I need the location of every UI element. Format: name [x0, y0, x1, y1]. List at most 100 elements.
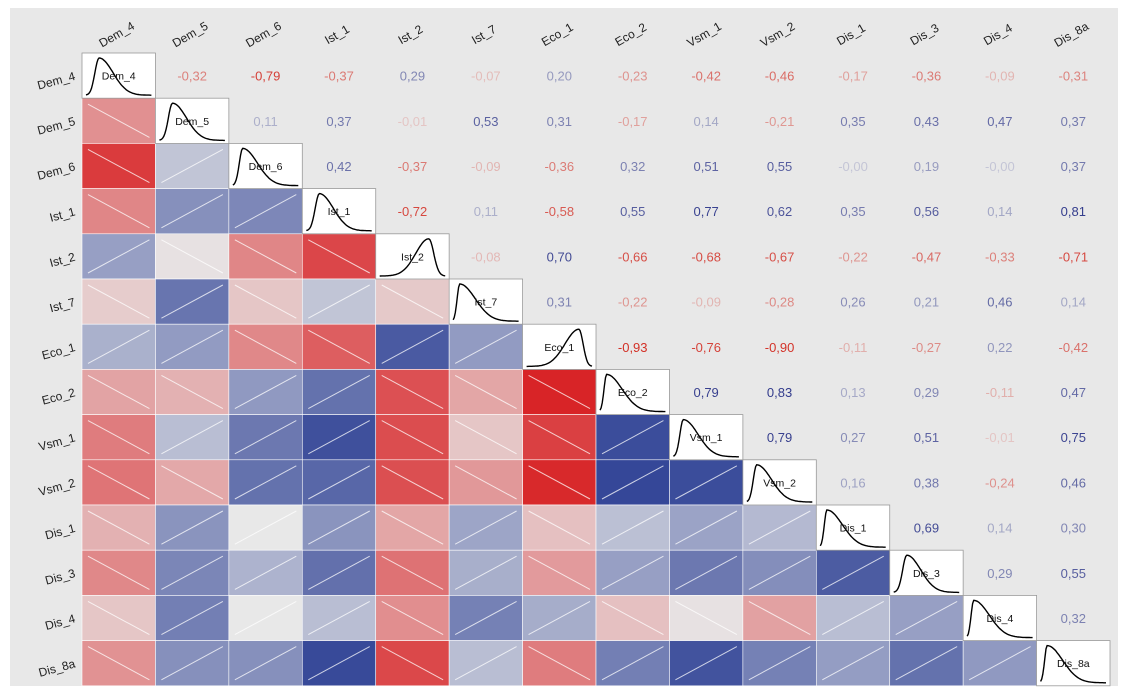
heatmap-cell	[595, 549, 670, 596]
correlation-value: -0,17	[618, 114, 648, 129]
density-cell: Eco_1	[522, 323, 597, 370]
correlation-value: 0,13	[840, 385, 865, 400]
correlation-value: -0,01	[985, 430, 1015, 445]
diagonal-label: Ist_7	[474, 297, 497, 309]
heatmap-cell	[448, 459, 523, 506]
density-curve	[85, 57, 152, 96]
heatmap-cell	[522, 414, 597, 461]
density-cell: Dem_5	[155, 97, 230, 144]
row-header: Dis_3	[44, 566, 78, 588]
heatmap-cell	[228, 188, 303, 235]
correlation-value: -0,71	[1058, 249, 1088, 264]
correlation-value: -0,28	[765, 295, 795, 310]
heatmap-cell	[81, 323, 156, 370]
heatmap-cell	[595, 640, 670, 687]
heatmap-cell	[228, 414, 303, 461]
heatmap-cell	[448, 414, 523, 461]
diagonal-label: Dis_8a	[1057, 658, 1090, 670]
correlation-value: 0,51	[914, 430, 939, 445]
correlation-value: 0,37	[1061, 114, 1086, 129]
heatmap-cell	[301, 414, 377, 461]
heatmap-cell	[228, 549, 303, 596]
correlation-value: 0,43	[914, 114, 939, 129]
correlation-value: 0,70	[547, 249, 572, 264]
correlation-value: -0,24	[985, 475, 1015, 490]
correlation-value: -0,37	[324, 69, 354, 84]
heatmap-cell	[375, 640, 450, 687]
heatmap-cell	[375, 414, 450, 461]
heatmap-cell	[815, 640, 891, 687]
heatmap-cell	[375, 595, 450, 641]
heatmap-cell	[669, 504, 744, 551]
correlation-value: 0,79	[767, 430, 792, 445]
row-header: Eco_1	[40, 340, 77, 362]
correlation-value: -0,93	[618, 340, 648, 355]
column-header: Vsm_1	[684, 19, 724, 50]
heatmap-cell	[228, 233, 303, 280]
correlation-value: -0,09	[691, 295, 721, 310]
column-header: Dis_8a	[1052, 19, 1092, 50]
column-header: Ist_1	[322, 22, 352, 47]
heatmap-cell	[595, 414, 670, 461]
density-curve	[599, 373, 666, 413]
heatmap-cell	[81, 143, 156, 189]
heatmap-cell	[228, 323, 303, 370]
heatmap-cell	[522, 640, 597, 687]
heatmap-cell	[301, 369, 377, 415]
heatmap-cell	[742, 595, 817, 641]
correlation-value: 0,51	[693, 159, 718, 174]
column-header: Eco_2	[612, 20, 649, 49]
correlation-value: 0,32	[620, 159, 645, 174]
density-cell: Dem_4	[81, 52, 156, 99]
heatmap-cell	[155, 640, 230, 687]
heatmap-cell	[81, 233, 156, 280]
heatmap-cell	[301, 278, 377, 325]
heatmap-cell	[522, 504, 597, 551]
density-cell: Ist_2	[375, 233, 450, 280]
heatmap-cell	[81, 549, 156, 596]
density-cell: Dis_8a	[1036, 640, 1111, 687]
column-header: Dem_6	[243, 19, 284, 51]
correlation-value: -0,27	[912, 340, 942, 355]
heatmap-cell	[375, 369, 450, 415]
diagonal-label: Vsm_1	[690, 432, 723, 444]
heatmap-cell	[669, 640, 744, 687]
row-header: Eco_2	[40, 385, 77, 407]
correlation-value: -0,08	[471, 249, 501, 264]
density-curve	[1039, 644, 1106, 684]
density-curve	[452, 283, 519, 322]
correlation-value: -0,58	[544, 204, 574, 219]
correlation-value: -0,37	[398, 159, 428, 174]
correlation-value: 0,21	[914, 295, 939, 310]
diagonal-label: Dem_5	[175, 116, 209, 128]
heatmap-cell	[301, 459, 377, 506]
correlation-value: 0,22	[987, 340, 1012, 355]
correlation-value: 0,14	[1061, 295, 1086, 310]
heatmap-cell	[669, 595, 744, 641]
density-curve	[526, 328, 593, 368]
heatmap-cell	[815, 549, 891, 596]
heatmap-cell	[522, 595, 597, 641]
correlation-value: -0,09	[471, 159, 501, 174]
heatmap-cell	[301, 640, 377, 687]
correlation-value: 0,62	[767, 204, 792, 219]
heatmap-cell	[81, 640, 156, 687]
heatmap-cell	[522, 459, 597, 506]
diagonal-label: Eco_2	[618, 387, 648, 399]
correlation-value: -0,46	[765, 69, 795, 84]
correlation-value: 0,31	[547, 295, 572, 310]
correlation-value: -0,21	[765, 114, 795, 129]
heatmap-cell	[448, 323, 523, 370]
heatmap-cell	[301, 595, 377, 641]
row-header: Ist_7	[48, 295, 77, 315]
correlation-value: -0,42	[1058, 340, 1088, 355]
row-header: Dem_4	[36, 69, 77, 93]
correlation-value: -0,11	[839, 340, 868, 355]
heatmap-cell	[155, 459, 230, 506]
density-curve	[159, 102, 225, 142]
column-header: Dis_4	[981, 21, 1015, 49]
heatmap-cell	[448, 640, 523, 687]
row-header: Dem_6	[36, 159, 77, 183]
